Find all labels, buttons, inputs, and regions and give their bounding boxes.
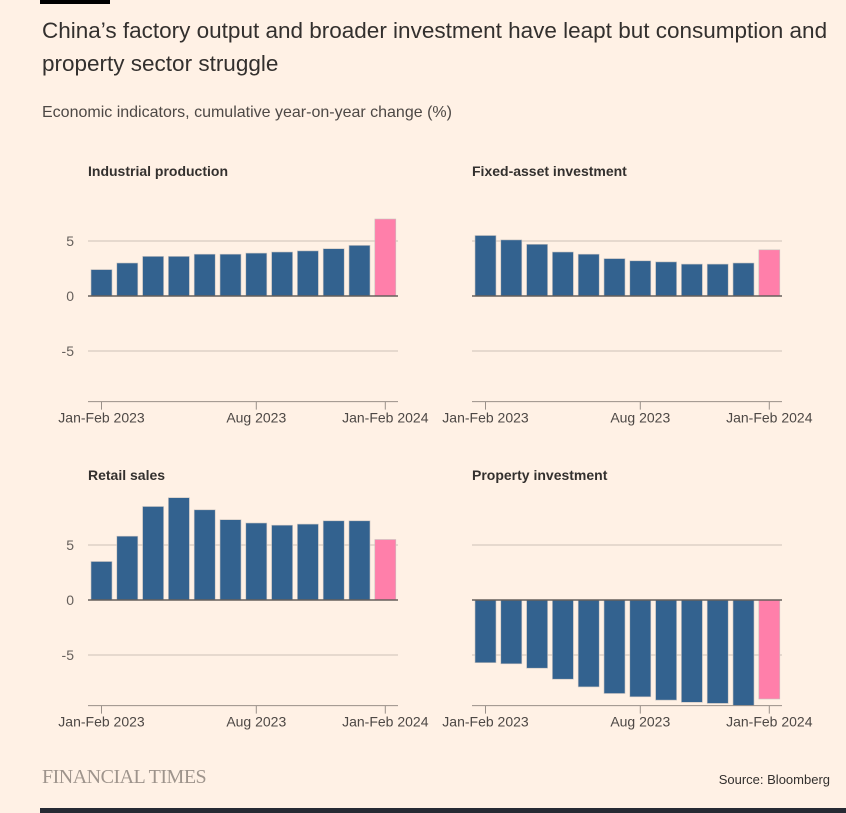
bar xyxy=(655,599,677,701)
chart-subtitle: Economic indicators, cumulative year-on-… xyxy=(42,104,452,121)
bar xyxy=(116,262,139,297)
bar xyxy=(603,258,626,297)
bar xyxy=(732,262,755,297)
x-tick-label: Jan-Feb 2023 xyxy=(442,410,529,426)
chart-panel: Property investment Jan-Feb 2023 Aug 2023 J… xyxy=(442,467,812,730)
bar xyxy=(706,599,729,704)
x-tick-label: Jan-Feb 2024 xyxy=(342,714,429,730)
chart-title: China’s factory output and broader inves… xyxy=(42,18,828,76)
bar xyxy=(348,520,371,601)
bar xyxy=(168,256,190,297)
bar xyxy=(142,256,164,297)
y-tick-label: -5 xyxy=(62,647,75,663)
bar xyxy=(603,599,626,694)
ft-logo: FINANCIAL TIMES xyxy=(42,766,207,788)
x-tick-label: Jan-Feb 2023 xyxy=(58,410,145,426)
bar xyxy=(577,599,600,688)
bar xyxy=(681,263,703,297)
bar xyxy=(116,535,139,601)
bar xyxy=(552,251,574,297)
bar xyxy=(142,506,164,601)
bar xyxy=(374,218,397,297)
y-tick-label: 5 xyxy=(66,537,74,553)
bar xyxy=(758,599,781,700)
panel-title: Property investment xyxy=(472,467,608,483)
x-tick-label: Aug 2023 xyxy=(226,410,286,426)
y-tick-label: -5 xyxy=(62,343,75,359)
bar xyxy=(168,497,190,601)
y-tick-label: 0 xyxy=(66,592,74,608)
bar xyxy=(90,561,113,601)
x-tick-label: Aug 2023 xyxy=(226,714,286,730)
bar xyxy=(706,263,729,297)
bottom-bar xyxy=(40,808,846,813)
x-tick-label: Jan-Feb 2023 xyxy=(442,714,529,730)
source-note: Source: Bloomberg xyxy=(718,772,830,787)
bar xyxy=(681,599,703,703)
bar xyxy=(322,248,345,297)
bar xyxy=(526,599,548,669)
bar xyxy=(655,261,677,297)
bar xyxy=(500,239,523,297)
bar xyxy=(219,253,242,297)
bar xyxy=(552,599,574,680)
bar xyxy=(297,250,319,297)
chart-panel: Fixed-asset investment Jan-Feb 2023 Aug 20… xyxy=(442,163,812,426)
chart-panel: Retail sales 5 0 -5 Jan-Feb 2023 Aug 2023 Jan-… xyxy=(58,467,428,730)
bar xyxy=(90,269,113,297)
y-tick-label: 5 xyxy=(66,233,74,249)
bar xyxy=(271,524,293,601)
bar xyxy=(271,251,293,297)
bar xyxy=(374,539,397,601)
bar xyxy=(474,235,497,297)
x-tick-label: Jan-Feb 2023 xyxy=(58,714,145,730)
bar xyxy=(732,599,755,706)
bar xyxy=(193,253,216,297)
chart-panel: Industrial production 5 0 -5 Jan-Feb 2023 Aug… xyxy=(58,163,428,426)
top-accent-bar xyxy=(40,0,110,4)
panel-title: Industrial production xyxy=(88,163,228,179)
bar xyxy=(474,599,497,664)
bar xyxy=(526,244,548,297)
y-tick-label: 0 xyxy=(66,288,74,304)
panel-title: Fixed-asset investment xyxy=(472,163,627,179)
bar xyxy=(577,253,600,297)
bar xyxy=(348,245,371,297)
bar xyxy=(629,599,652,698)
panel-title: Retail sales xyxy=(88,467,165,483)
bar xyxy=(193,509,216,601)
bar xyxy=(758,249,781,297)
bar xyxy=(245,252,268,297)
x-tick-label: Jan-Feb 2024 xyxy=(726,410,813,426)
bar xyxy=(245,522,268,601)
bar xyxy=(322,520,345,601)
x-tick-label: Jan-Feb 2024 xyxy=(726,714,813,730)
x-tick-label: Aug 2023 xyxy=(610,410,670,426)
x-tick-label: Aug 2023 xyxy=(610,714,670,730)
bar xyxy=(297,523,319,601)
x-tick-label: Jan-Feb 2024 xyxy=(342,410,429,426)
bar xyxy=(500,599,523,665)
bar xyxy=(219,519,242,601)
bar xyxy=(629,260,652,297)
